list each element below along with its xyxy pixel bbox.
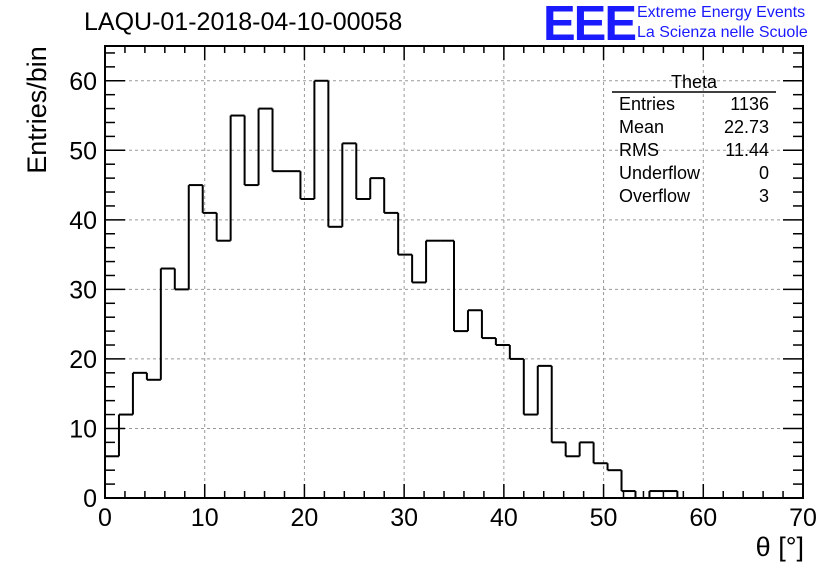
stats-row-value: 11.44 [725, 140, 769, 160]
y-tick-label: 30 [69, 276, 97, 304]
y-axis-label-text: Entries/bin [22, 46, 52, 174]
stats-row-value: 3 [759, 186, 769, 206]
eee-logo: EEE [543, 0, 637, 51]
y-tick-label: 20 [69, 346, 97, 374]
stats-row-label: Entries [619, 94, 675, 114]
stats-title: Theta [671, 72, 718, 92]
stats-row-label: Overflow [619, 186, 691, 206]
stats-row-label: Underflow [619, 163, 701, 183]
stats-row-label: Mean [619, 117, 664, 137]
x-tick-label: 30 [390, 504, 418, 532]
histogram-series [104, 79, 803, 499]
x-tick-label: 70 [789, 504, 817, 532]
x-tick-label: 50 [590, 504, 618, 532]
logo-line-2: La Scienza nelle Scuole [637, 24, 808, 41]
x-tick-label: 40 [490, 504, 518, 532]
x-axis-label: θ [°] [755, 532, 804, 562]
stats-row-label: RMS [619, 140, 659, 160]
y-tick-label: 60 [69, 68, 97, 96]
run-title: LAQU-01-2018-04-10-00058 [84, 8, 403, 36]
x-tick-label: 60 [689, 504, 717, 532]
stats-row-value: 0 [759, 163, 769, 183]
y-tick-label: 0 [83, 485, 97, 513]
y-tick-label: 50 [69, 137, 97, 165]
x-tick-label: 10 [191, 504, 219, 532]
stats-row-value: 1136 [730, 94, 769, 114]
y-tick-label: 40 [69, 207, 97, 235]
logo-caption: Extreme Energy Events La Scienza nelle S… [637, 3, 808, 43]
x-tick-label: 0 [98, 504, 112, 532]
y-tick-label: 10 [69, 415, 97, 443]
logo-line-1: Extreme Energy Events [637, 4, 806, 21]
plot-frame [104, 45, 804, 499]
stats-row-value: 22.73 [724, 117, 769, 137]
x-tick-label: 20 [291, 504, 319, 532]
axis-ticks [104, 46, 804, 499]
plot-area-border [104, 45, 804, 499]
